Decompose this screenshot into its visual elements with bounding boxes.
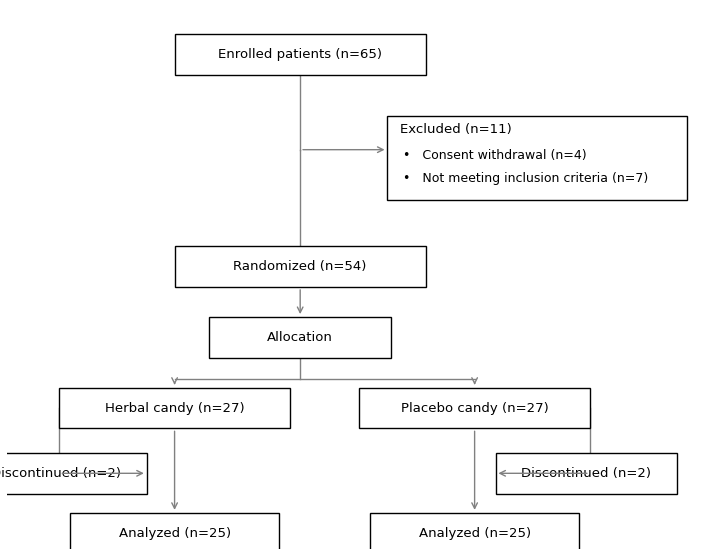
FancyBboxPatch shape	[209, 317, 391, 358]
Text: •   Consent withdrawal (n=4): • Consent withdrawal (n=4)	[404, 149, 587, 162]
Text: Analyzed (n=25): Analyzed (n=25)	[118, 527, 231, 539]
FancyBboxPatch shape	[59, 387, 290, 428]
Text: Allocation: Allocation	[267, 331, 333, 344]
Text: •   Not meeting inclusion criteria (n=7): • Not meeting inclusion criteria (n=7)	[404, 171, 649, 185]
Text: Analyzed (n=25): Analyzed (n=25)	[419, 527, 530, 539]
Text: Randomized (n=54): Randomized (n=54)	[234, 260, 367, 273]
Text: Herbal candy (n=27): Herbal candy (n=27)	[105, 401, 244, 415]
FancyBboxPatch shape	[70, 513, 279, 553]
FancyBboxPatch shape	[360, 387, 590, 428]
FancyBboxPatch shape	[370, 513, 580, 553]
Text: Placebo candy (n=27): Placebo candy (n=27)	[401, 401, 548, 415]
Text: Enrolled patients (n=65): Enrolled patients (n=65)	[218, 48, 382, 61]
Text: Discontinued (n=2): Discontinued (n=2)	[0, 467, 121, 480]
FancyBboxPatch shape	[387, 115, 688, 200]
FancyBboxPatch shape	[496, 453, 677, 494]
FancyBboxPatch shape	[174, 34, 426, 75]
Text: Discontinued (n=2): Discontinued (n=2)	[521, 467, 651, 480]
FancyBboxPatch shape	[0, 453, 147, 494]
Text: Excluded (n=11): Excluded (n=11)	[400, 123, 512, 136]
FancyBboxPatch shape	[174, 246, 426, 287]
